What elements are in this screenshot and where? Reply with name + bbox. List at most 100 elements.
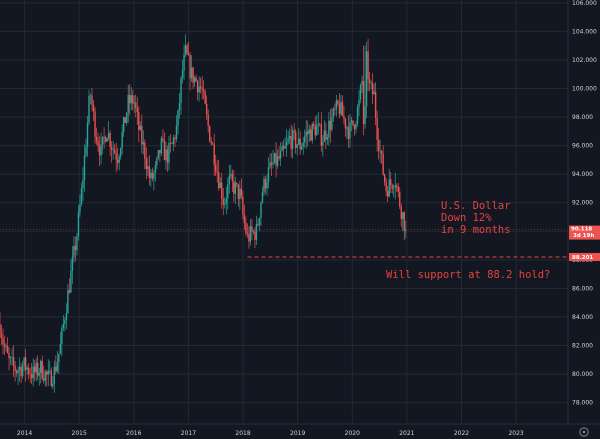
candle-body	[263, 178, 265, 193]
candle-body	[350, 120, 353, 123]
candle-body	[213, 144, 215, 165]
candle-body	[106, 138, 108, 142]
candle-body	[27, 367, 30, 375]
candle-body	[56, 362, 59, 372]
candle-body	[30, 374, 33, 379]
price-axis[interactable]: 78.00080.00082.00084.00086.00088.00090.0…	[572, 0, 597, 407]
candle-body	[334, 108, 336, 110]
x-tick-label: 2015	[72, 430, 87, 437]
candle-body	[246, 233, 249, 235]
candle-body	[18, 366, 21, 371]
candle-body	[399, 191, 401, 207]
y-tick-label: 104.000	[572, 28, 597, 35]
candle-body	[183, 54, 185, 71]
bar-countdown-label: 3d 19h	[573, 233, 594, 239]
candle-body	[8, 352, 10, 359]
candle-body	[17, 370, 19, 373]
candle-body	[38, 372, 40, 376]
y-tick-label: 80.000	[572, 371, 593, 378]
candle-body	[254, 231, 256, 240]
candle-body	[147, 166, 149, 170]
candle-body	[228, 175, 230, 185]
x-tick-label: 2022	[454, 430, 469, 437]
candle-body	[94, 111, 96, 137]
candle-body	[126, 113, 128, 123]
candle-body	[192, 67, 194, 83]
candle-body	[251, 226, 253, 232]
candle-body	[104, 137, 107, 142]
time-axis[interactable]: 2014 2015 2016 2017 2018 2019 2020 2021 2022 2023	[17, 430, 524, 437]
candle-body	[6, 346, 9, 353]
candle-body	[222, 199, 224, 205]
candle-body	[261, 192, 264, 203]
candle-body	[68, 290, 71, 293]
candle-body	[205, 103, 208, 115]
candle-body	[316, 124, 318, 136]
candle-body	[113, 149, 116, 154]
candle-body	[29, 374, 31, 375]
candle-body	[376, 117, 378, 140]
candle-body	[9, 357, 12, 359]
candle-body	[59, 343, 62, 354]
candle-body	[73, 245, 75, 258]
candle-body	[382, 154, 384, 175]
candle-body	[145, 159, 148, 170]
gear-icon[interactable]	[579, 427, 589, 437]
candle-body	[199, 86, 202, 89]
candle-body	[257, 223, 259, 226]
candle-body	[249, 226, 252, 242]
candle-body	[196, 81, 199, 93]
candle-body	[236, 182, 238, 185]
candle-body	[326, 137, 329, 140]
support-price-badge: 88.201	[569, 252, 600, 261]
current-price-badge: 90.118 3d 19h	[569, 225, 600, 240]
candle-body	[281, 146, 283, 151]
candle-body	[227, 184, 229, 199]
candle-body	[343, 116, 345, 119]
candle-body	[80, 188, 83, 205]
candle-body	[325, 130, 327, 140]
candle-body	[156, 157, 158, 166]
candle-body	[284, 146, 286, 149]
x-tick-label: 2016	[126, 430, 141, 437]
candle-body	[224, 203, 226, 205]
candle-body	[148, 166, 151, 179]
x-tick-label: 2023	[508, 430, 523, 437]
candle-body	[5, 346, 7, 347]
y-tick-label: 86.000	[572, 285, 593, 292]
x-tick-label: 2018	[235, 430, 250, 437]
candle-body	[278, 156, 280, 159]
candle-body	[237, 184, 240, 200]
candle-body	[388, 179, 390, 197]
x-tick-label: 2014	[17, 430, 32, 437]
candle-body	[65, 313, 68, 321]
candle-body	[15, 370, 18, 373]
candle-body	[178, 103, 181, 111]
candlestick-series	[0, 34, 407, 393]
candle-body	[397, 186, 399, 192]
candle-body	[230, 173, 232, 176]
candle-body	[374, 91, 377, 118]
candle-body	[297, 138, 300, 145]
candle-body	[177, 110, 179, 126]
candle-body	[61, 327, 63, 344]
candle-body	[77, 212, 80, 237]
candle-body	[266, 182, 268, 189]
candle-body	[58, 353, 60, 363]
candle-body	[124, 117, 126, 123]
candle-body	[377, 139, 380, 151]
candle-body	[320, 124, 323, 146]
candle-body	[272, 162, 274, 165]
candle-body	[243, 214, 246, 223]
candle-body	[127, 94, 129, 114]
candle-body	[142, 142, 145, 145]
candle-body	[359, 85, 362, 100]
candle-body	[67, 290, 69, 314]
candle-body	[242, 196, 244, 215]
candle-body	[89, 95, 92, 96]
candle-body	[314, 126, 316, 136]
candle-body	[341, 101, 344, 117]
candle-body	[373, 91, 375, 95]
candle-body	[308, 129, 310, 134]
